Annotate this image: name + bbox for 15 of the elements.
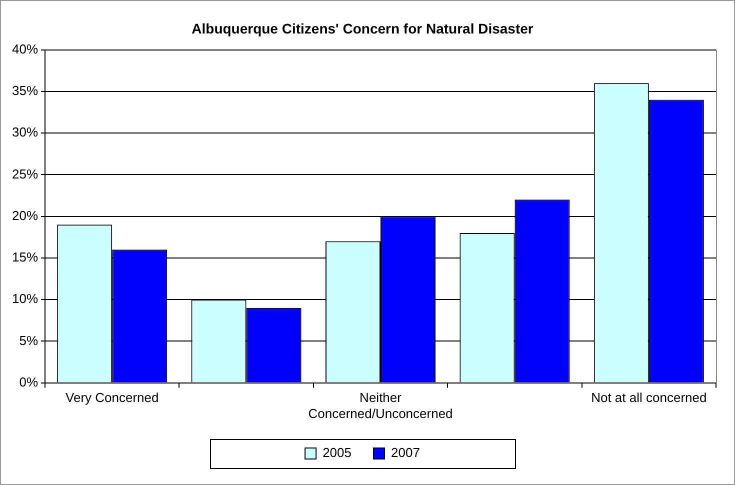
y-tick-label: 35% bbox=[12, 83, 38, 98]
x-tick-label: Not at all concerned bbox=[591, 390, 707, 406]
y-tick-label: 30% bbox=[12, 124, 38, 140]
x-tick-label: Neither Concerned/Unconcerned bbox=[308, 390, 453, 421]
y-tick-label: 25% bbox=[12, 166, 38, 182]
chart-title: Albuquerque Citizens' Concern for Natural Disaster bbox=[192, 20, 534, 36]
legend-label: 2007 bbox=[391, 445, 420, 460]
y-tick-label: 5% bbox=[19, 332, 38, 348]
y-tick-label: 40% bbox=[12, 41, 38, 56]
y-tick-label: 20% bbox=[12, 208, 38, 223]
legend-label: 2005 bbox=[322, 445, 352, 460]
y-tick-label: 0% bbox=[19, 374, 38, 390]
x-tick-label: Very Concerned bbox=[66, 390, 159, 406]
y-tick-label: 15% bbox=[12, 250, 38, 265]
y-tick-label: 10% bbox=[12, 291, 38, 306]
